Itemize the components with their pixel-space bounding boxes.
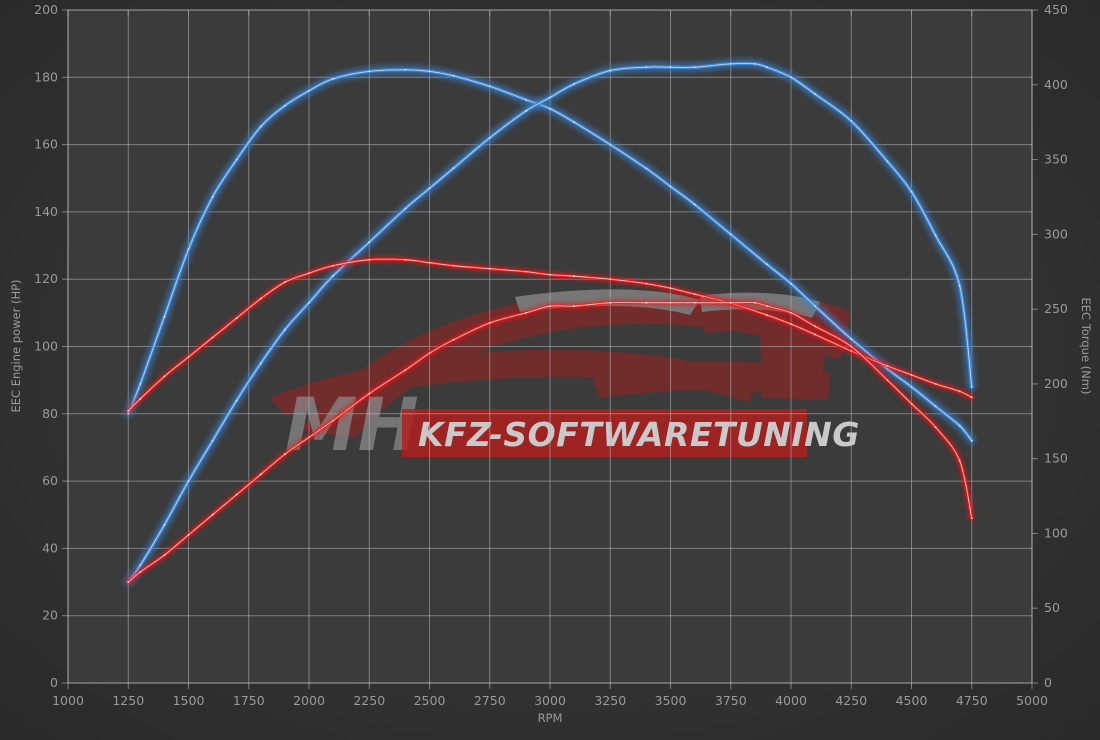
svg-text:5000: 5000 — [1016, 693, 1048, 708]
svg-text:3750: 3750 — [715, 693, 747, 708]
watermark-logo-text: MH — [285, 383, 419, 468]
y-axis-title: EEC Engine power (HP) — [9, 279, 23, 412]
svg-text:3250: 3250 — [594, 693, 626, 708]
svg-text:4250: 4250 — [835, 693, 867, 708]
svg-text:120: 120 — [34, 271, 58, 286]
svg-text:100: 100 — [34, 339, 58, 354]
svg-text:40: 40 — [42, 540, 58, 555]
svg-text:3500: 3500 — [655, 693, 687, 708]
y2-axis-title: EEC Torque (Nm) — [1079, 298, 1093, 395]
svg-text:200: 200 — [34, 2, 58, 17]
svg-text:0: 0 — [50, 675, 58, 690]
svg-text:1250: 1250 — [112, 693, 144, 708]
svg-text:450: 450 — [1044, 2, 1068, 17]
svg-text:160: 160 — [34, 137, 58, 152]
series-stock-power — [126, 300, 974, 585]
svg-text:20: 20 — [42, 608, 58, 623]
svg-text:3000: 3000 — [534, 693, 566, 708]
svg-text:1000: 1000 — [52, 693, 84, 708]
svg-text:0: 0 — [1044, 675, 1052, 690]
svg-text:300: 300 — [1044, 226, 1068, 241]
gridlines — [68, 10, 1032, 683]
svg-text:200: 200 — [1044, 376, 1068, 391]
axis-labels: 1000 1250 1500 1750 2000 2250 2500 2750 3000 3250… — [34, 2, 1068, 708]
svg-text:1750: 1750 — [233, 693, 265, 708]
svg-text:2000: 2000 — [293, 693, 325, 708]
svg-text:350: 350 — [1044, 152, 1068, 167]
svg-text:250: 250 — [1044, 301, 1068, 316]
svg-text:4750: 4750 — [956, 693, 988, 708]
svg-text:100: 100 — [1044, 525, 1068, 540]
svg-text:400: 400 — [1044, 77, 1068, 92]
svg-text:1500: 1500 — [173, 693, 205, 708]
series-stock-torque — [126, 256, 974, 414]
svg-text:2750: 2750 — [474, 693, 506, 708]
svg-text:4500: 4500 — [896, 693, 928, 708]
svg-text:60: 60 — [42, 473, 58, 488]
svg-text:4000: 4000 — [775, 693, 807, 708]
svg-text:2500: 2500 — [414, 693, 446, 708]
svg-text:150: 150 — [1044, 451, 1068, 466]
series-tuned-power — [125, 60, 975, 586]
data-curves — [125, 60, 975, 586]
watermark: MH KFZ-SOFTWARETUNING — [270, 289, 860, 468]
svg-text:140: 140 — [34, 204, 58, 219]
watermark-banner — [402, 409, 807, 457]
watermark-banner-text: KFZ-SOFTWARETUNING — [418, 415, 860, 454]
axes — [62, 9, 1038, 689]
svg-text:2250: 2250 — [353, 693, 385, 708]
x-axis-title: RPM — [538, 711, 563, 725]
svg-text:50: 50 — [1044, 600, 1060, 615]
svg-text:180: 180 — [34, 69, 58, 84]
watermark-car-rear — [760, 320, 828, 400]
svg-text:80: 80 — [42, 406, 58, 421]
